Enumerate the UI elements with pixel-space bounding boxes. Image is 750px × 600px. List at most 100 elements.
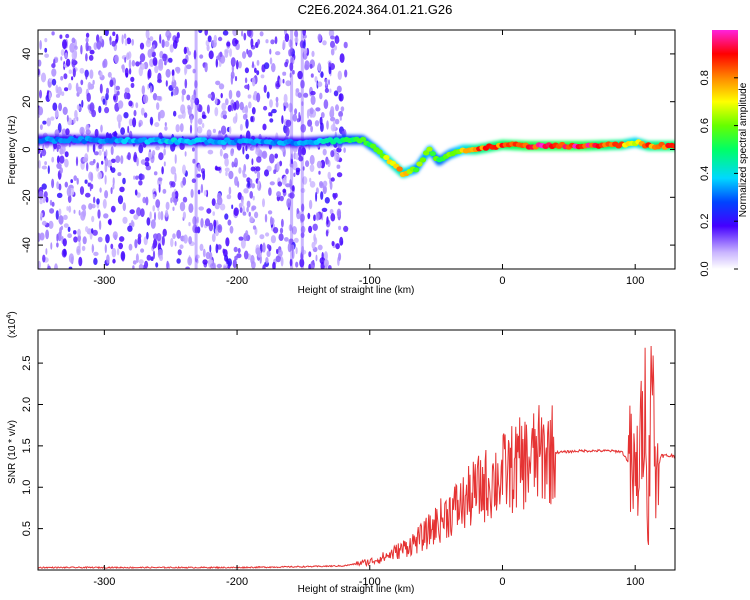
y-tick-label: 20 [21,96,33,108]
noise-speck [58,183,62,191]
noise-speck [54,263,58,269]
noise-speck [97,209,101,219]
noise-speck [236,90,241,98]
noise-speck [298,155,304,162]
noise-speck [147,68,152,79]
noise-speck [116,114,123,123]
noise-speck [79,126,85,135]
noise-speck [60,56,63,61]
noise-speck [87,81,92,91]
noise-speck [282,188,287,193]
noise-speck [344,69,348,78]
noise-speck [90,172,94,182]
noise-speck [247,94,252,99]
noise-speck [303,92,309,98]
noise-speck [112,131,118,137]
noise-speck [152,205,155,212]
noise-speck [42,120,47,125]
spectrogram-y-label: Frequency (Hz) [7,116,18,185]
noise-speck [122,216,128,224]
noise-speck [250,38,254,48]
colorbar-gradient [712,30,738,269]
noise-speck [195,254,200,259]
y-tick-label: -20 [21,189,33,205]
noise-speck [38,160,41,169]
noise-speck [127,225,133,232]
ridge-point [429,151,436,157]
colorbar-tick-label: 0.4 [699,166,711,181]
noise-speck [199,54,204,59]
noise-speck [191,94,196,100]
noise-speck [112,177,115,186]
noise-speck [38,106,44,116]
noise-speck [207,93,213,99]
noise-speck [134,189,138,196]
noise-speck [294,30,298,37]
noise-speck [194,97,200,106]
noise-speck [241,30,244,37]
noise-speck [68,69,73,74]
noise-speck [141,85,145,95]
noise-speck [220,56,225,62]
noise-speck [165,80,168,87]
noise-speck [75,156,79,167]
noise-speck [249,191,253,199]
y-tick-label: 2.5 [21,355,33,370]
noise-speck [309,63,313,69]
snr-y-label: SNR (10 * v/v) [7,420,18,484]
noise-speck [120,155,124,165]
noise-speck [45,196,49,203]
colorbar-label: Normalized spectral amplitude [738,82,749,217]
noise-speck [281,115,284,125]
x-tick-label: 0 [499,576,505,588]
noise-speck [152,44,156,49]
noise-speck [162,228,167,237]
noise-speck [324,88,329,93]
noise-speck [135,253,139,263]
noise-speck [291,185,295,192]
noise-speck [300,225,306,234]
noise-speck [289,192,295,199]
noise-speck [63,248,67,257]
ridge-beads [38,135,675,177]
noise-speck [105,234,110,244]
noise-speck [175,124,180,133]
noise-speck [188,222,191,227]
noise-speck [233,246,238,253]
noise-speck [309,164,315,173]
noise-speck [197,118,203,125]
noise-speck [310,260,315,269]
noise-speck [52,102,58,111]
noise-speck [260,74,265,79]
noise-speck [54,129,60,137]
noise-speck [265,257,269,264]
noise-speck [74,45,78,50]
noise-speck [222,264,227,269]
noise-speck [307,119,313,127]
noise-speck [298,111,301,121]
noise-speck [297,146,302,157]
noise-speck [158,63,164,71]
noise-speck [270,111,273,117]
noise-speck [104,244,107,254]
noise-speck [80,79,84,86]
noise-speck [234,255,238,261]
noise-speck [88,203,93,210]
noise-speck [93,159,96,164]
noise-speck [288,39,293,48]
noise-speck [317,81,323,87]
noise-speck [197,126,203,134]
noise-speck [218,83,225,90]
noise-speck [213,34,217,44]
noise-speck [192,68,196,74]
noise-speck [343,147,346,153]
noise-speck [306,109,310,119]
noise-speck [89,69,94,79]
noise-speck [127,152,131,161]
noise-speck [44,47,48,53]
noise-speck [203,190,207,196]
snr-line [38,345,675,570]
noise-speck [128,100,133,107]
noise-speck [126,37,132,45]
